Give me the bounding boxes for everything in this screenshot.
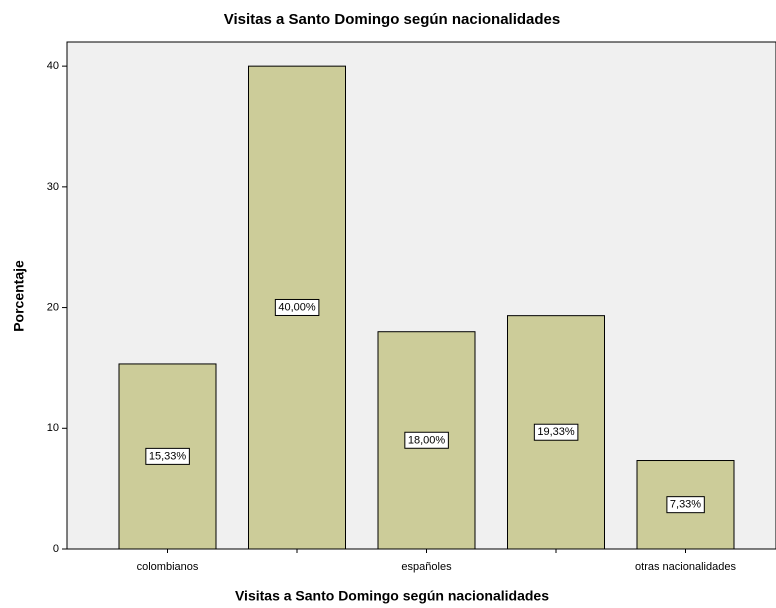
- value-label-box: [145, 447, 190, 465]
- x-tick-label: colombianos: [137, 561, 199, 573]
- value-label-box: [666, 496, 705, 514]
- value-label-box: [404, 431, 449, 449]
- y-tick-label: 40: [47, 60, 59, 72]
- y-tick-label: 30: [47, 181, 59, 193]
- x-tick-label: españoles: [401, 561, 452, 573]
- value-label-box: [533, 423, 579, 441]
- y-tick-label: 10: [47, 422, 59, 434]
- value-label: 19,33%: [537, 426, 575, 438]
- y-tick-label: 0: [53, 543, 59, 555]
- value-label: 7,33%: [670, 499, 701, 511]
- value-label: 40,00%: [278, 301, 316, 313]
- y-axis-title: Porcentaje: [11, 260, 27, 332]
- chart-title: Visitas a Santo Domingo según nacionalid…: [224, 11, 560, 28]
- value-label-box: [274, 298, 320, 316]
- x-tick-label: otras nacionalidades: [635, 561, 736, 573]
- y-tick-label: 20: [47, 301, 59, 313]
- value-label: 15,33%: [149, 450, 187, 462]
- x-axis-title: Visitas a Santo Domingo según nacionalid…: [235, 588, 549, 604]
- value-label: 18,00%: [408, 434, 446, 446]
